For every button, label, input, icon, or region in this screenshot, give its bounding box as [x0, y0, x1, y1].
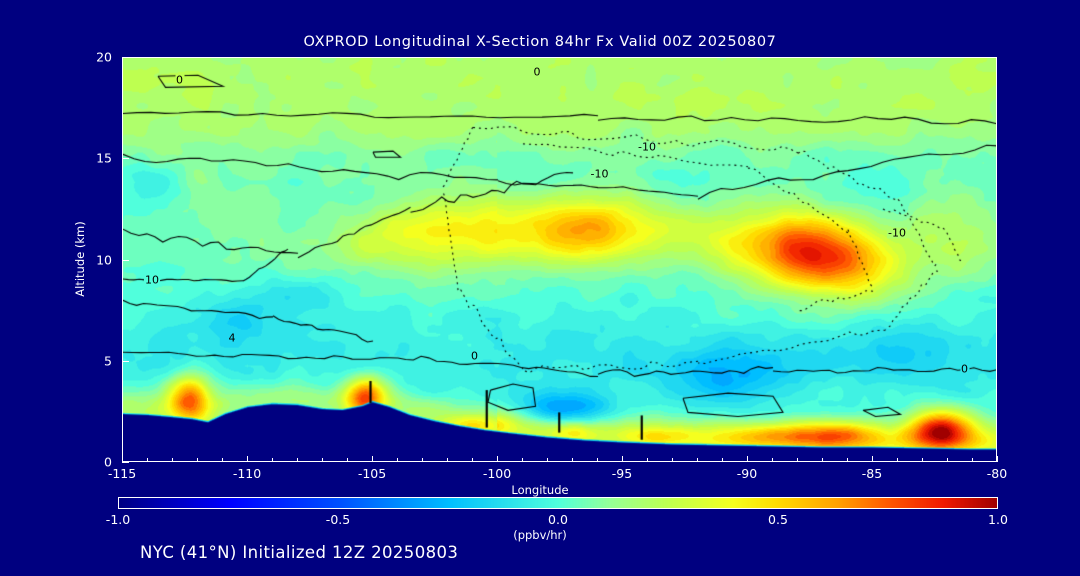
x-axis-tick-mark: [147, 458, 148, 462]
contour-label: -10: [589, 167, 610, 181]
x-axis-label: Longitude: [511, 483, 569, 497]
colorbar-tick-label: -1.0: [105, 512, 131, 527]
contour-label: 0: [470, 349, 479, 363]
y-axis-tick-mark: [122, 462, 129, 463]
x-axis-tick-label: -110: [232, 466, 262, 481]
y-axis-tick-label: 10: [96, 252, 112, 267]
x-axis-tick-mark: [447, 458, 448, 462]
y-axis-tick-mark: [122, 360, 129, 362]
contour-label: 0: [532, 65, 542, 79]
page-title: OXPROD Longitudinal X-Section 84hr Fx Va…: [303, 34, 777, 50]
x-axis-tick-mark: [497, 456, 498, 462]
x-axis-tick-mark: [522, 458, 523, 462]
cross-section-plot: [122, 57, 997, 462]
x-axis-tick-mark: [547, 458, 548, 462]
x-axis-tick-mark: [322, 458, 323, 462]
contour-overlay: [123, 58, 996, 461]
x-axis-tick-label: -115: [107, 466, 137, 481]
x-axis-tick-mark: [272, 458, 273, 462]
colorbar: [118, 497, 998, 509]
contour-label: 10: [144, 273, 160, 287]
x-axis-tick-mark: [647, 458, 648, 462]
colorbar-unit-label: (ppbv/hr): [513, 528, 567, 542]
x-axis-tick-mark: [122, 456, 123, 462]
contour-label: -10: [637, 140, 657, 154]
x-axis-tick-mark: [347, 458, 348, 462]
y-axis-tick-mark: [122, 158, 129, 160]
colorbar-tick-label: 0.5: [768, 512, 788, 527]
x-axis-tick-mark: [797, 458, 798, 462]
x-axis-tick-mark: [722, 458, 723, 462]
x-axis-tick-mark: [597, 458, 598, 462]
y-axis-tick-mark: [122, 259, 129, 261]
x-axis-tick-mark: [747, 456, 748, 462]
x-axis-tick-mark: [222, 458, 223, 462]
x-axis-tick-mark: [947, 458, 948, 462]
x-axis-tick-mark: [572, 458, 573, 462]
x-axis-tick-mark: [422, 458, 423, 462]
x-axis-tick-mark: [472, 458, 473, 462]
x-axis-tick-label: -80: [986, 466, 1008, 481]
x-axis-tick-label: -85: [861, 466, 883, 481]
contour-label: 0: [960, 362, 969, 376]
x-axis-tick-mark: [697, 458, 698, 462]
x-axis-tick-label: -100: [482, 466, 512, 481]
contour-label: -10: [887, 226, 907, 240]
x-axis-tick-label: -95: [611, 466, 633, 481]
contour-label: 4: [227, 331, 237, 345]
x-axis-tick-mark: [972, 458, 973, 462]
x-axis-tick-mark: [922, 458, 923, 462]
x-axis-tick-mark: [197, 458, 198, 462]
x-axis-tick-mark: [672, 458, 673, 462]
x-axis-tick-mark: [822, 458, 823, 462]
y-axis-label: Altitude (km): [73, 221, 87, 297]
colorbar-tick-label: 1.0: [988, 512, 1008, 527]
colorbar-tick-label: 0.0: [548, 512, 568, 527]
y-axis-tick-label: 0: [104, 454, 112, 470]
x-axis-tick-mark: [622, 456, 623, 462]
x-axis-tick-mark: [997, 456, 998, 462]
x-axis-tick-mark: [847, 458, 848, 462]
x-axis-tick-mark: [372, 456, 373, 462]
x-axis-tick-mark: [297, 458, 298, 462]
footer-text: NYC (41°N) Initialized 12Z 20250803: [140, 543, 459, 562]
x-axis-tick-mark: [397, 458, 398, 462]
x-axis-tick-mark: [247, 456, 248, 462]
contour-label: 0: [175, 73, 184, 87]
x-axis-tick-mark: [772, 458, 773, 462]
colorbar-tick-label: -0.5: [325, 512, 351, 527]
y-axis-tick-label: 15: [96, 150, 112, 166]
x-axis-tick-label: -90: [736, 466, 758, 481]
y-axis-tick-label: 5: [104, 353, 112, 369]
x-axis-tick-mark: [872, 456, 873, 462]
x-axis-tick-mark: [897, 458, 898, 462]
x-axis-tick-label: -105: [357, 466, 387, 481]
y-axis-tick-mark: [122, 57, 129, 58]
y-axis-tick-label: 20: [96, 49, 112, 65]
x-axis-tick-mark: [172, 458, 173, 462]
